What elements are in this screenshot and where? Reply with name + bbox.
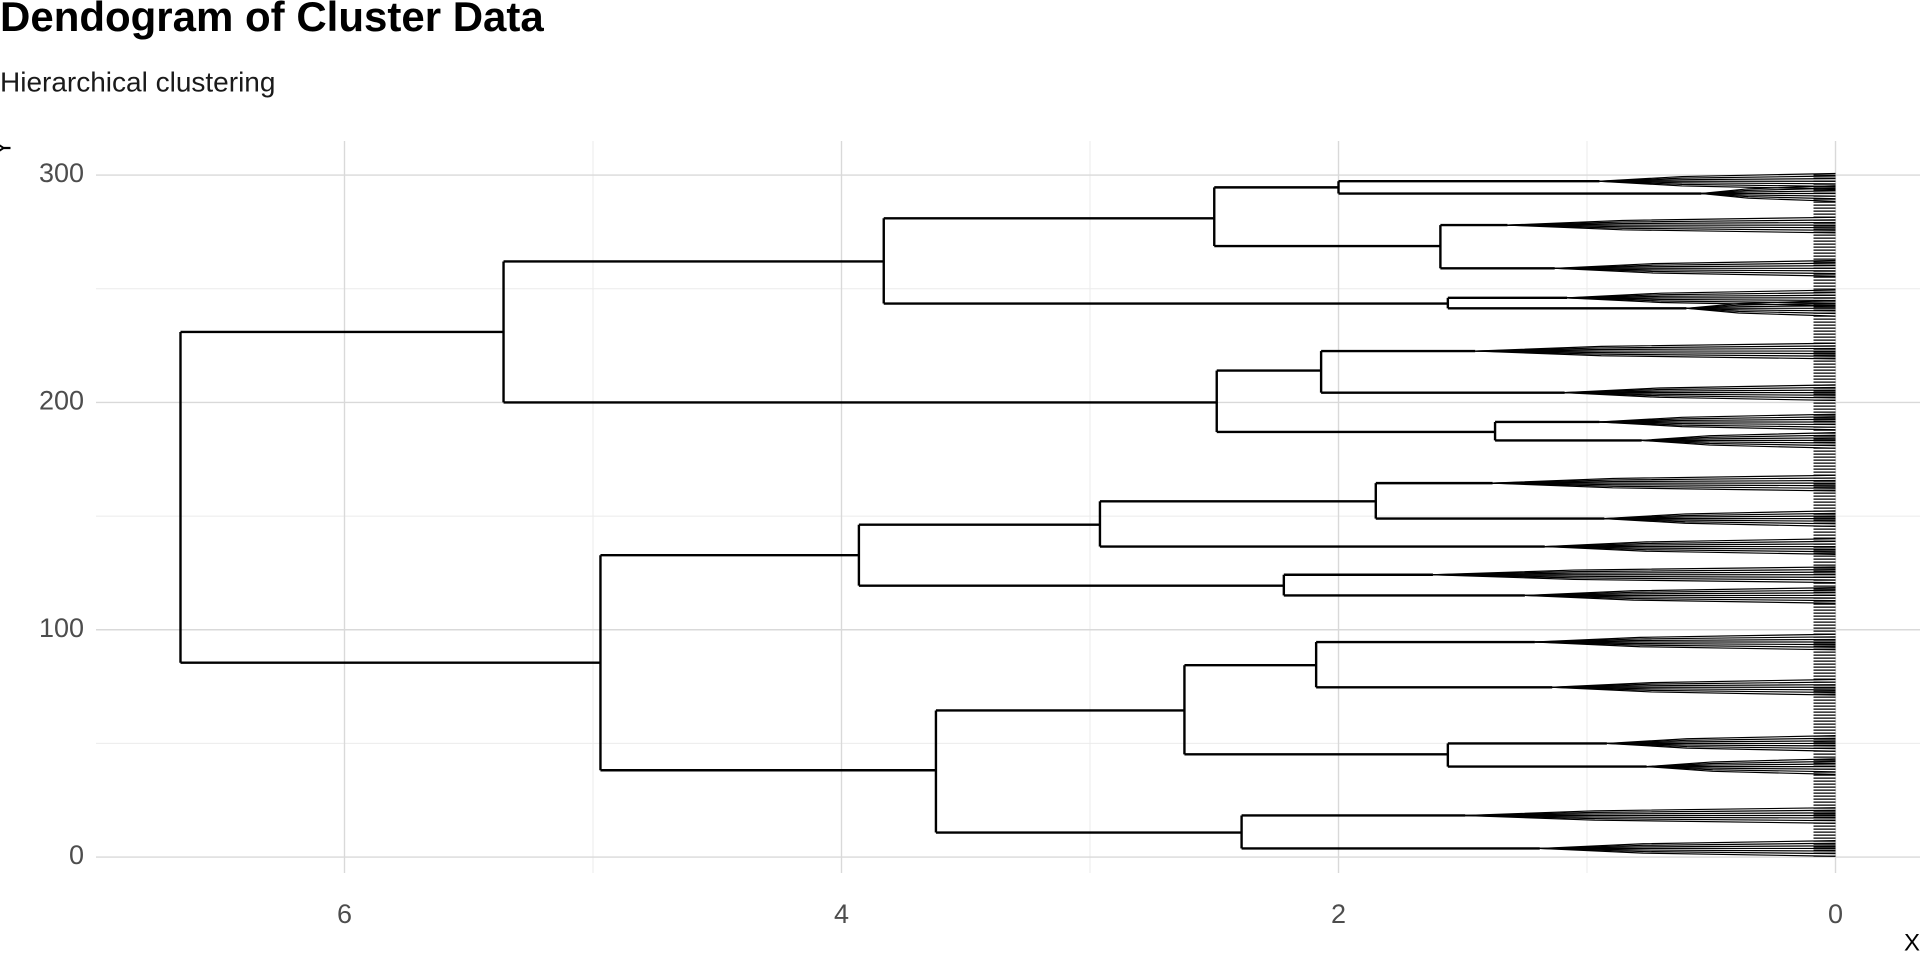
- leaf-line: [1686, 307, 1836, 317]
- leaf-band: [1813, 174, 1836, 857]
- leaf-bundle: [1534, 633, 1836, 651]
- leaf-line: [1465, 814, 1836, 824]
- leaf-line: [1701, 192, 1836, 202]
- y-tick-label: 0: [69, 840, 84, 870]
- leaf-line: [1507, 224, 1836, 234]
- x-tick-label: 4: [834, 899, 849, 929]
- leaf-line: [1552, 686, 1836, 696]
- leaf-line: [1641, 439, 1836, 449]
- x-tick-label: 0: [1828, 899, 1843, 929]
- leaf-line: [1604, 517, 1836, 527]
- leaf-line: [1544, 545, 1836, 555]
- leaf-bundle: [1606, 735, 1836, 752]
- leaf-line: [1524, 594, 1836, 604]
- leaf-bundle: [1432, 566, 1836, 584]
- leaf-bundle: [1604, 510, 1836, 527]
- x-tick-label: 6: [337, 899, 352, 929]
- leaf-line: [1539, 847, 1836, 857]
- leaf-line: [1475, 350, 1836, 360]
- leaf-bundle: [1646, 758, 1836, 776]
- leaf-line: [1564, 392, 1836, 402]
- leaf-line: [1534, 641, 1836, 651]
- y-tick-label: 300: [39, 158, 84, 188]
- dendrogram: [179, 172, 1836, 857]
- leaf-line: [1432, 574, 1836, 584]
- leaf-bundle: [1492, 474, 1836, 492]
- leaf-bundle: [1701, 185, 1836, 202]
- leaf-bundle: [1567, 289, 1836, 307]
- y-axis-label: Y: [0, 140, 16, 156]
- grid: [96, 141, 1920, 873]
- leaf-bundle: [1554, 259, 1836, 277]
- y-tick-label: 100: [39, 613, 84, 643]
- x-tick-label: 2: [1331, 899, 1346, 929]
- leaf-bundle: [1641, 431, 1836, 449]
- leaf-bundle: [1564, 384, 1836, 402]
- leaf-line: [1554, 267, 1836, 277]
- leaf-bundle: [1599, 413, 1836, 431]
- leaf-bundle: [1539, 840, 1836, 857]
- leaf-bundle: [1599, 172, 1836, 190]
- leaf-line: [1599, 421, 1836, 431]
- leaf-bundle: [1507, 216, 1836, 234]
- leaf-line: [1646, 766, 1836, 776]
- leaf-bundle: [1552, 678, 1836, 696]
- leaf-bundle: [1465, 807, 1836, 824]
- y-tick-label: 200: [39, 386, 84, 416]
- leaf-bundle: [1544, 538, 1836, 555]
- leaf-bundle: [1686, 299, 1836, 317]
- leaf-line: [1492, 482, 1836, 492]
- leaf-bundle: [1475, 342, 1836, 360]
- leaf-line: [1606, 742, 1836, 752]
- chart-title: Dendogram of Cluster Data: [0, 0, 544, 40]
- chart-subtitle: Hierarchical clustering: [0, 66, 275, 97]
- leaf-bundle: [1524, 587, 1836, 604]
- x-axis-label: X: [1904, 929, 1920, 956]
